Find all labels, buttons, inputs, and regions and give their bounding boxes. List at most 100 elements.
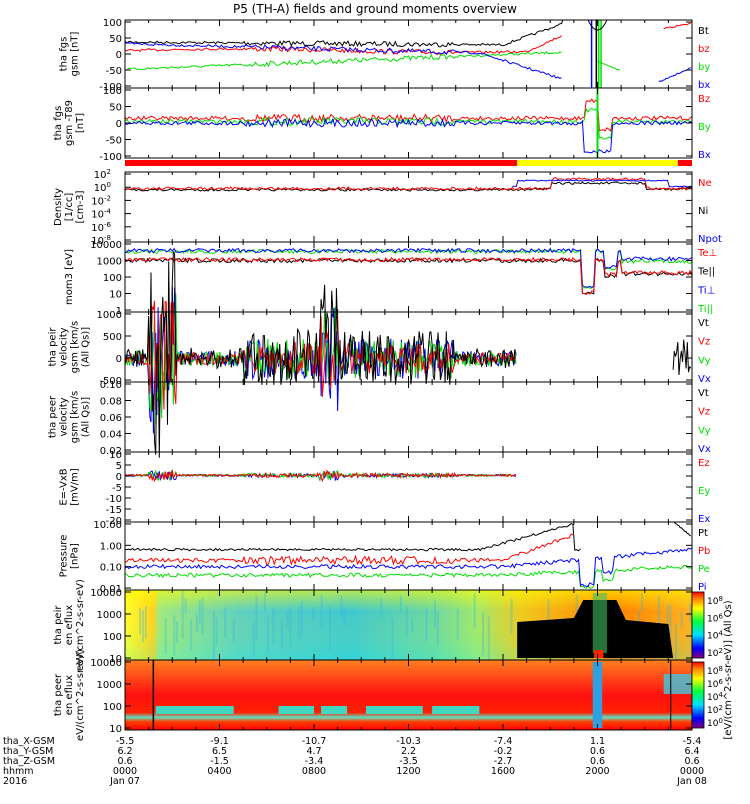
spectrogram-streak: [320, 594, 323, 629]
time-axis-value: 0400: [207, 766, 231, 777]
colorbar-tick-label: 108: [707, 595, 723, 607]
trace-pb: [125, 533, 574, 566]
trace-ez: [124, 469, 517, 483]
time-axis-value: 2.2: [401, 746, 416, 757]
time-axis-value: 1600: [491, 766, 515, 777]
flag-bar: [517, 160, 678, 166]
time-axis-value: -3.5: [399, 756, 418, 767]
y-axis-label: tha peir: [53, 605, 64, 645]
y-tick-label: 100: [103, 273, 122, 284]
y-axis-label: [nPa]: [70, 543, 81, 569]
spectrogram-streak: [343, 608, 346, 627]
y-axis-label: mom3 [eV]: [64, 249, 75, 305]
legend-label: Pt: [698, 528, 708, 539]
spectrogram-streak: [224, 607, 227, 638]
trace-te-perp: [124, 256, 693, 295]
y-tick-label: 0: [116, 50, 122, 61]
time-axis-value: 0.6: [590, 756, 605, 767]
spectrogram-streak: [405, 605, 408, 637]
spectrogram-streak: [399, 595, 402, 614]
trace-bz: [125, 35, 562, 56]
legend-label: Te⊥: [697, 248, 717, 259]
y-tick-label: -15: [106, 505, 122, 516]
y-axis-label: gsm -T89: [64, 100, 75, 146]
legend-label: Bx: [698, 150, 711, 161]
y-tick-label: 0.02: [100, 446, 122, 457]
legend-label: Ex: [698, 514, 710, 525]
legend-label: Ni: [698, 206, 708, 217]
y-tick-label: 1000: [97, 257, 122, 268]
y-tick-label: 1.00: [100, 541, 122, 552]
y-tick-label: 102: [94, 168, 111, 181]
time-axis-value: 1200: [396, 766, 420, 777]
spectrogram-streak: [139, 607, 142, 635]
time-axis-value: 0800: [302, 766, 326, 777]
y-axis-label: (All Qs)]: [81, 397, 92, 437]
legend-label: By: [698, 122, 711, 133]
time-axis-value: -5.5: [116, 736, 135, 747]
y-tick-label: 10.00: [93, 520, 122, 531]
time-axis-value: -7.4: [494, 736, 513, 747]
spectrogram-streak: [255, 595, 258, 641]
y-axis-label: tha peer: [48, 395, 59, 438]
spectrogram-streak: [286, 610, 289, 628]
y-axis-label: [mV/m]: [70, 468, 81, 506]
spectrogram-electron: [125, 660, 692, 730]
trace-ne: [124, 177, 693, 191]
spectrogram-streak: [312, 606, 315, 622]
y-axis-label: [nT]: [75, 113, 86, 133]
spectrogram-electron-band: [278, 706, 314, 714]
time-axis-value: -2.7: [494, 756, 513, 767]
colorbar-tick-label: 100: [707, 717, 723, 729]
trace-pe: [125, 564, 692, 589]
y-axis-label: E=-VxB: [59, 468, 70, 505]
trace-by: [125, 51, 562, 71]
y-axis-label: velocity: [59, 397, 70, 436]
spectrogram-streak: [456, 608, 459, 640]
legend-label: Pi: [698, 582, 707, 593]
spectrogram-streak: [266, 616, 269, 654]
y-axis-label: eV/(cm^2-s-sr-eV): [75, 579, 86, 671]
trace-bx: [125, 42, 562, 79]
colorbar: [691, 591, 705, 659]
legend-label: Vx: [698, 444, 711, 455]
legend-label: Ti⊥: [697, 285, 715, 296]
trace-pt: [125, 523, 581, 552]
y-axis-label: Pressure: [59, 535, 70, 578]
time-axis-value: -3.4: [305, 756, 324, 767]
spectrogram-streak: [252, 621, 255, 657]
spectrogram-streak: [674, 623, 677, 665]
y-axis-label: [cm-3]: [75, 190, 86, 223]
y-axis-label: Density: [53, 188, 64, 226]
y-tick-label: 500: [103, 332, 122, 343]
colorbar-tick-label: 104: [707, 691, 723, 703]
y-axis-label: en eflux: [64, 605, 75, 645]
time-axis-row-label: tha_X-GSM: [3, 736, 55, 747]
y-tick-label: 0.10: [100, 563, 122, 574]
colorbar-tick-label: 102: [707, 647, 723, 659]
y-axis-label: en eflux: [64, 675, 75, 715]
spectrogram-electron-band: [155, 706, 234, 714]
time-axis-value: Jan 08: [676, 776, 707, 787]
y-tick-label: 100: [103, 632, 122, 643]
spectrogram-streak: [669, 603, 672, 637]
legend-label: Npot: [698, 234, 722, 245]
y-tick-label: 0: [116, 354, 122, 365]
figure-title: P5 (TH-A) fields and ground moments over…: [233, 2, 517, 16]
colorbar-tick-label: 102: [707, 704, 723, 716]
spectrogram-electron-band: [365, 706, 423, 714]
y-tick-label: 0.08: [100, 397, 122, 408]
legend-label: Pe: [698, 564, 710, 575]
time-axis-value: 0.6: [590, 746, 605, 757]
trace-te-par: [124, 257, 693, 295]
spectrogram-streak: [411, 617, 414, 632]
y-axis-label: tha fgs: [53, 106, 64, 141]
spectrogram-streak: [181, 590, 184, 639]
time-axis-value: -9.1: [210, 736, 229, 747]
legend-label: Vx: [698, 374, 711, 385]
legend-label: Vt: [698, 388, 709, 399]
spectrogram-streak: [436, 611, 439, 647]
y-tick-label: 0: [116, 472, 122, 483]
y-axis-label: [1/cc]: [64, 193, 75, 222]
spectrogram-streak: [176, 621, 179, 644]
